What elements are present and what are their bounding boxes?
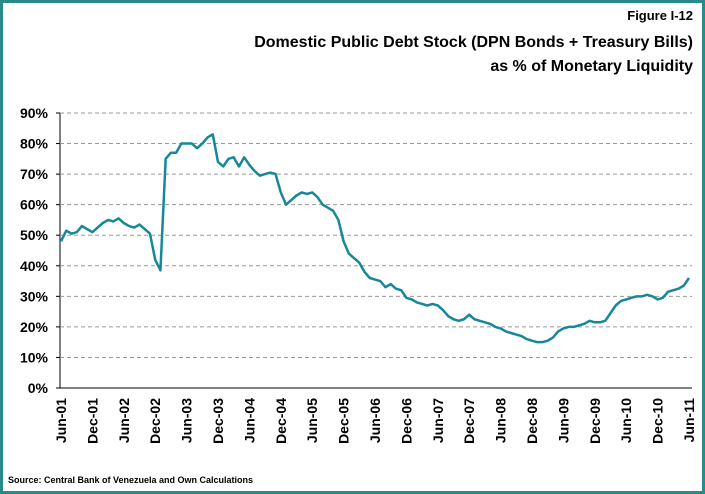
y-tick-label: 70% <box>20 166 49 182</box>
x-tick-label: Jun-08 <box>493 398 509 443</box>
x-tick-label: Jun-11 <box>681 398 697 443</box>
x-tick-label: Jun-06 <box>367 398 383 443</box>
chart-title: Domestic Public Debt Stock (DPN Bonds + … <box>254 34 693 51</box>
x-tick-label: Dec-06 <box>398 398 414 444</box>
x-tick-label: Dec-03 <box>210 398 226 444</box>
x-tick-label: Jun-04 <box>241 398 257 443</box>
x-tick-label: Dec-05 <box>336 398 352 444</box>
x-tick-label: Dec-08 <box>524 398 540 444</box>
source-note: Source: Central Bank of Venezuela and Ow… <box>8 475 253 485</box>
chart-subtitle: as % of Monetary Liquidity <box>490 58 693 75</box>
x-tick-label: Dec-01 <box>84 398 100 444</box>
x-tick-label: Dec-04 <box>273 398 289 444</box>
x-tick-label: Dec-07 <box>461 398 477 444</box>
y-tick-label: 40% <box>20 258 49 274</box>
x-tick-label: Jun-07 <box>430 398 446 443</box>
x-tick-label: Jun-05 <box>304 398 320 443</box>
y-tick-label: 20% <box>20 319 49 335</box>
y-tick-label: 80% <box>20 136 49 152</box>
y-tick-label: 60% <box>20 197 49 213</box>
x-tick-label: Jun-01 <box>53 398 69 443</box>
y-tick-label: 90% <box>20 105 49 121</box>
data-line <box>59 133 691 344</box>
x-tick-label: Jun-10 <box>618 398 634 443</box>
x-tick-label: Jun-02 <box>116 398 132 443</box>
x-tick-label: Dec-10 <box>650 398 666 444</box>
y-tick-label: 0% <box>28 380 49 396</box>
x-tick-label: Jun-03 <box>179 398 195 443</box>
y-tick-label: 30% <box>20 288 49 304</box>
x-tick-label: Dec-09 <box>587 398 603 444</box>
y-tick-label: 50% <box>20 227 49 243</box>
x-tick-label: Dec-02 <box>147 398 163 444</box>
x-tick-label: Jun-09 <box>555 398 571 443</box>
figure-label: Figure I-12 <box>627 8 693 23</box>
y-tick-label: 10% <box>20 349 49 365</box>
